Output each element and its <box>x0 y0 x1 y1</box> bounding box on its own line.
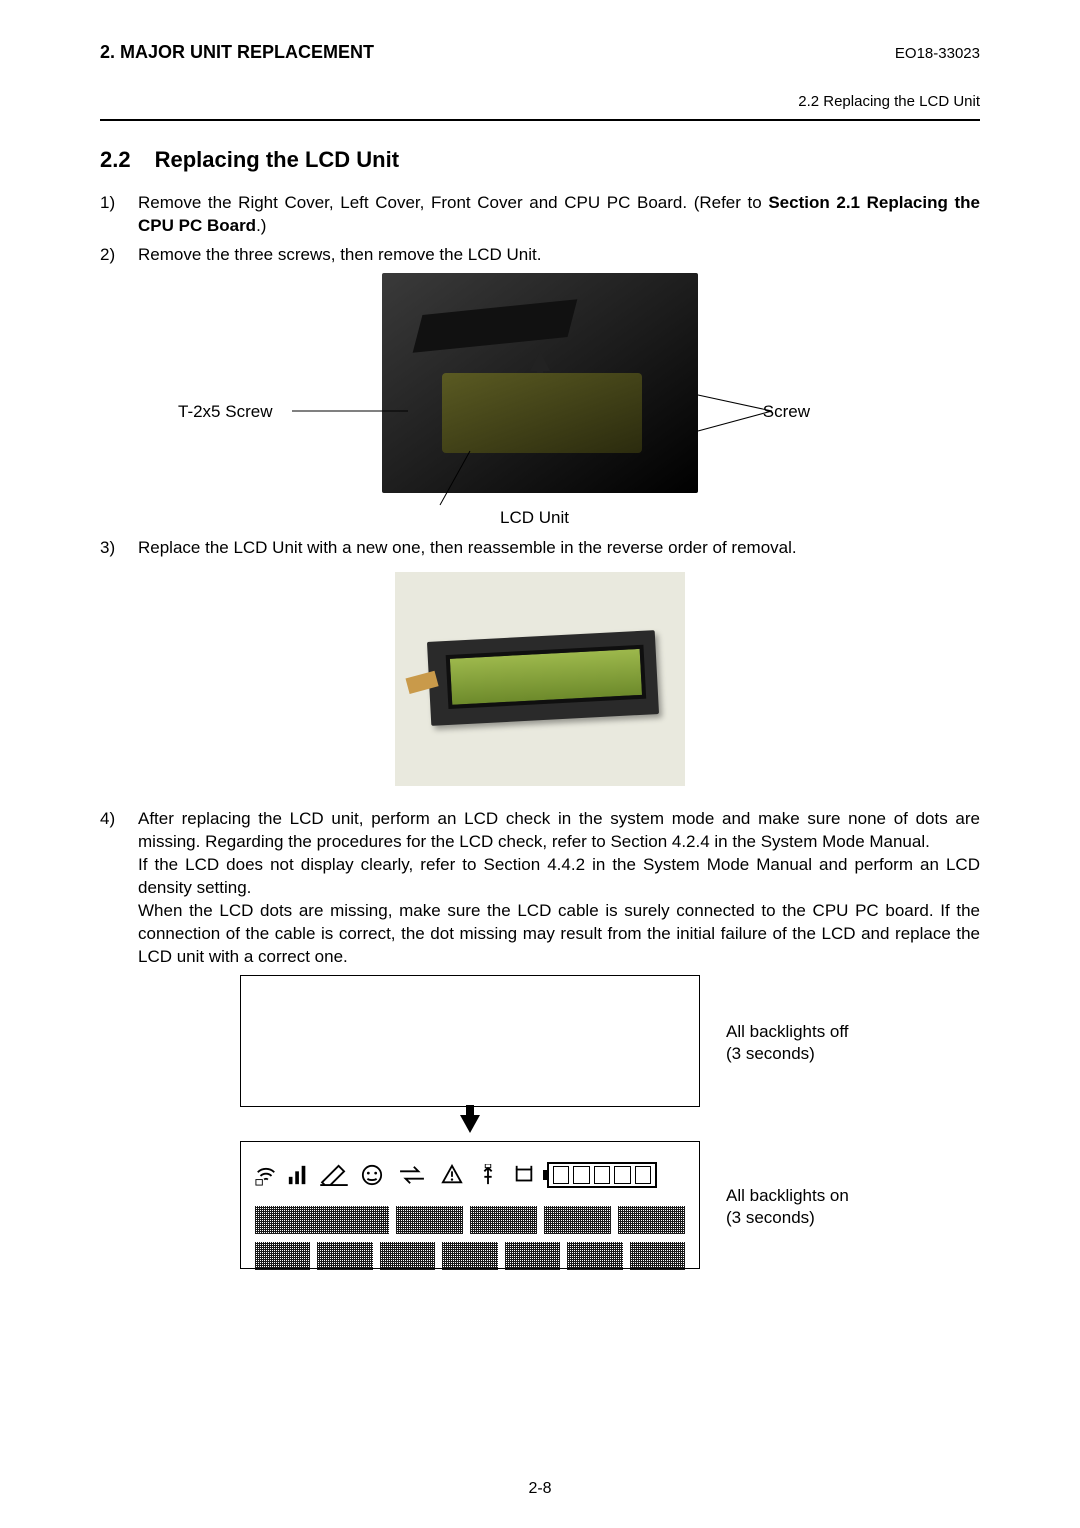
figure-1: T-2x5 Screw Screw LCD Unit <box>100 273 980 533</box>
warning-icon <box>439 1164 465 1186</box>
step-1-part-c: .) <box>256 216 266 235</box>
step-3-text: Replace the LCD Unit with a new one, the… <box>138 537 980 560</box>
lcd-off-label-line1: All backlights off <box>726 1022 849 1041</box>
section-number: 2.2 <box>100 145 131 175</box>
lcd-on-label: All backlights on (3 seconds) <box>726 1185 849 1231</box>
battery-icon <box>547 1162 657 1188</box>
subsection-ref: 2.2 Replacing the LCD Unit <box>100 92 980 112</box>
step-4-text: After replacing the LCD unit, perform an… <box>138 808 980 969</box>
step-2-text: Remove the three screws, then remove the… <box>138 244 980 267</box>
lcd-state-diagram: All backlights off (3 seconds) All backl… <box>100 975 980 1269</box>
header-divider <box>100 119 980 121</box>
lcd-on-label-line2: (3 seconds) <box>726 1207 849 1230</box>
pen-icon <box>319 1164 349 1186</box>
step-1-number: 1) <box>100 192 138 238</box>
doc-id: EO18-33023 <box>895 44 980 64</box>
lcd-on-label-line1: All backlights on <box>726 1186 849 1205</box>
usb-icon <box>475 1164 501 1186</box>
lcd-off-label-line2: (3 seconds) <box>726 1043 849 1066</box>
connector-icon <box>511 1164 537 1186</box>
step-4-number: 4) <box>100 808 138 969</box>
step-4-para-1: After replacing the LCD unit, perform an… <box>138 808 980 854</box>
figure-2 <box>100 572 980 786</box>
figure-1-leader-lines <box>100 273 980 533</box>
step-3-number: 3) <box>100 537 138 560</box>
lcd-flex-cable-icon <box>406 671 439 694</box>
lcd-panel-off <box>240 975 700 1107</box>
signal-bars-icon <box>287 1164 309 1186</box>
lcd-dot-row-2 <box>255 1242 685 1270</box>
wifi-icon <box>255 1164 277 1186</box>
figure-2-photo <box>395 572 685 786</box>
lcd-off-label: All backlights off (3 seconds) <box>726 1021 849 1067</box>
chapter-title: 2. MAJOR UNIT REPLACEMENT <box>100 40 374 64</box>
lcd-dot-row-1 <box>255 1206 685 1234</box>
lcd-panel-on <box>240 1141 700 1269</box>
step-4-para-3: When the LCD dots are missing, make sure… <box>138 900 980 969</box>
lcd-icon-row <box>255 1152 685 1198</box>
lcd-module-icon <box>427 630 659 726</box>
step-1-text: Remove the Right Cover, Left Cover, Fron… <box>138 192 980 238</box>
section-title: Replacing the LCD Unit <box>155 145 399 175</box>
page-number: 2-8 <box>528 1478 551 1500</box>
step-2-number: 2) <box>100 244 138 267</box>
step-1-part-a: Remove the Right Cover, Left Cover, Fron… <box>138 193 768 212</box>
swap-arrows-icon <box>395 1164 429 1186</box>
lcd-screen-icon <box>446 645 647 709</box>
face-icon <box>359 1164 385 1186</box>
step-4-para-2: If the LCD does not display clearly, ref… <box>138 854 980 900</box>
down-arrow-icon <box>460 1115 480 1133</box>
